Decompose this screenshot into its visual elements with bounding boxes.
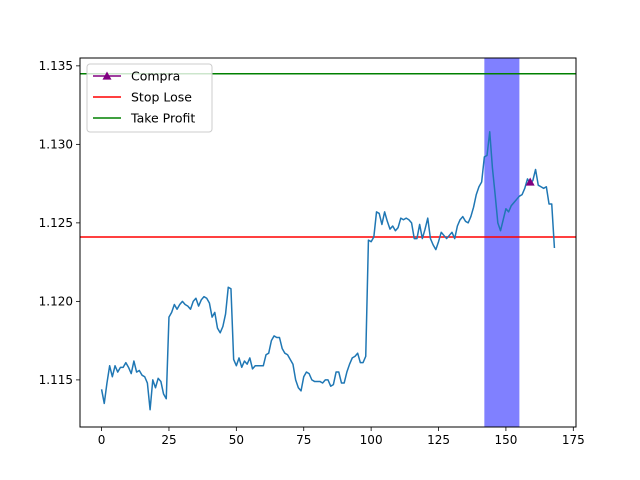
x-tick-label: 100	[360, 433, 383, 447]
x-tick-label: 75	[296, 433, 311, 447]
buy-marker	[525, 177, 535, 186]
legend-marker	[102, 71, 112, 80]
x-tick-label: 25	[161, 433, 176, 447]
x-tick-label: 150	[494, 433, 517, 447]
y-tick-label: 1.120	[39, 294, 73, 308]
legend-label: Take Profit	[130, 111, 195, 126]
y-tick-label: 1.115	[39, 373, 73, 387]
x-tick-label: 125	[427, 433, 450, 447]
x-tick-label: 0	[98, 433, 106, 447]
y-tick-label: 1.125	[39, 216, 73, 230]
x-tick-label: 50	[229, 433, 244, 447]
price-series-line	[100, 131, 556, 411]
x-tick-label: 175	[562, 433, 585, 447]
legend-label: Stop Lose	[131, 90, 192, 105]
highlight-span	[484, 58, 520, 427]
axes-frame	[79, 57, 577, 428]
y-tick-label: 1.130	[39, 137, 73, 151]
legend-label: Compra	[131, 69, 180, 84]
y-tick-label: 1.135	[39, 59, 73, 73]
legend-box	[86, 63, 213, 133]
